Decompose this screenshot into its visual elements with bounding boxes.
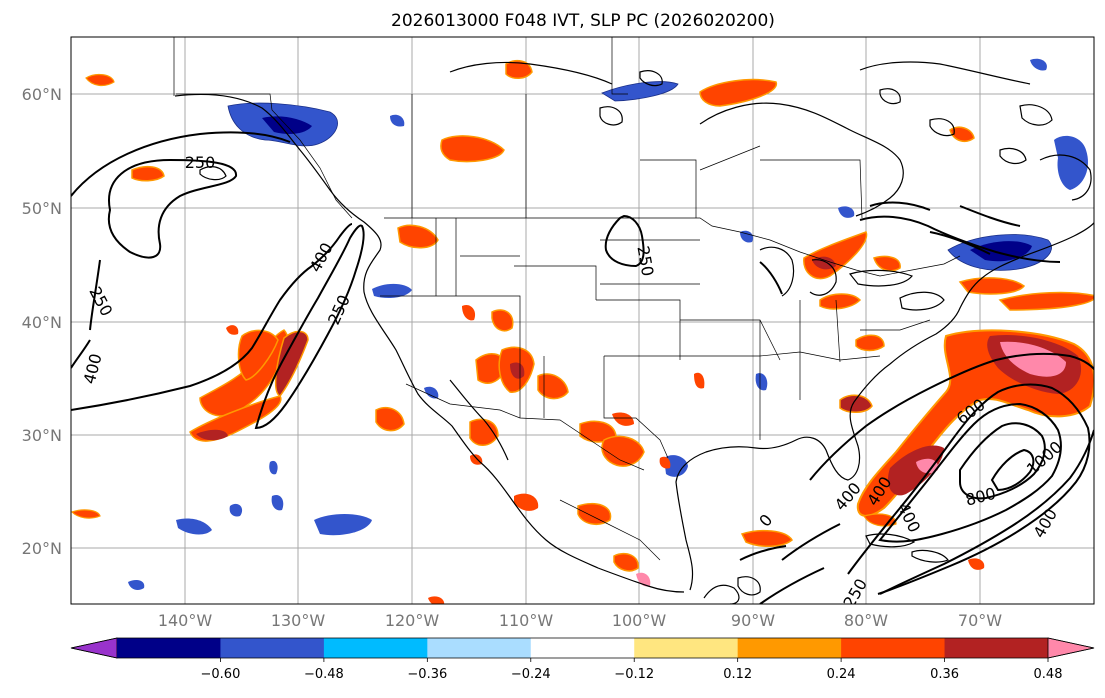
colorbar-swatch bbox=[841, 638, 946, 658]
lon-label: 90°W bbox=[731, 611, 775, 630]
lon-label: 100°W bbox=[612, 611, 667, 630]
map-panel: 250 250 400 400 250 250 600 1000 800 400… bbox=[70, 36, 1095, 605]
lon-label: 130°W bbox=[271, 611, 326, 630]
colorbar-swatch bbox=[117, 638, 221, 658]
colorbar-tick-label: 0.24 bbox=[827, 667, 856, 682]
lon-label: 120°W bbox=[385, 611, 440, 630]
figure-title: 2026013000 F048 IVT, SLP PC (2026020200) bbox=[391, 11, 775, 31]
lat-label: 40°N bbox=[22, 313, 62, 332]
colorbar-swatch bbox=[427, 638, 532, 658]
colorbar-swatch bbox=[737, 638, 842, 658]
colorbar-extend-high bbox=[1047, 637, 1095, 659]
lon-label: 70°W bbox=[958, 611, 1002, 630]
colorbar-outline bbox=[70, 637, 1095, 659]
negative-ivt-shading bbox=[128, 58, 1089, 590]
lat-label: 50°N bbox=[22, 199, 62, 218]
colorbar-tick-label: −0.48 bbox=[304, 667, 344, 682]
colorbar-swatch bbox=[530, 638, 635, 658]
colorbar-swatch bbox=[220, 638, 325, 658]
coastlines bbox=[174, 61, 1094, 604]
colorbar-swatch bbox=[634, 638, 739, 658]
colorbar-tick-label: −0.36 bbox=[407, 667, 447, 682]
colorbar-tick-label: −0.24 bbox=[511, 667, 551, 682]
colorbar-tick-label: 0.48 bbox=[1034, 667, 1063, 682]
lon-label: 80°W bbox=[844, 611, 888, 630]
colorbar-tick-label: 0.36 bbox=[930, 667, 959, 682]
lat-label: 60°N bbox=[22, 85, 62, 104]
lat-label: 30°N bbox=[22, 426, 62, 445]
political-borders bbox=[173, 37, 961, 561]
colorbar-extend-low bbox=[70, 637, 118, 659]
colorbar-swatch bbox=[944, 638, 1049, 658]
lon-label: 110°W bbox=[499, 611, 554, 630]
longitude-labels: 140°W 130°W 120°W 110°W 100°W 90°W 80°W … bbox=[158, 611, 1002, 630]
lat-label: 20°N bbox=[22, 539, 62, 558]
positive-ivt-shading bbox=[71, 59, 1094, 604]
latitude-labels: 60°N 50°N 40°N 30°N 20°N bbox=[22, 85, 62, 558]
colorbar-tick-label: −0.60 bbox=[201, 667, 241, 682]
colorbar-tick-label: −0.12 bbox=[614, 667, 654, 682]
slp-contours bbox=[71, 131, 1094, 604]
colorbar: −0.60 −0.48 −0.36 −0.24 −0.12 0.12 0.24 0.36 0.4… bbox=[70, 637, 1095, 682]
contour-label: 250 bbox=[185, 153, 216, 172]
colorbar-swatch bbox=[323, 638, 428, 658]
colorbar-tick-label: 0.12 bbox=[723, 667, 752, 682]
map-frame bbox=[70, 36, 1095, 605]
lon-label: 140°W bbox=[158, 611, 213, 630]
